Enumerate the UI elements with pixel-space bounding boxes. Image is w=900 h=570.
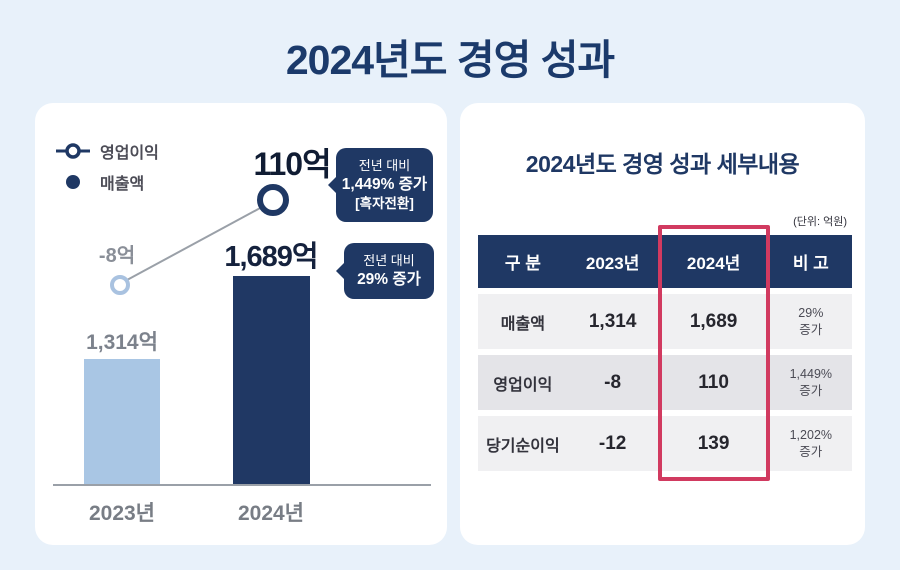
value-2024: 1,689 (689, 310, 738, 332)
bar-2024-revenue (233, 276, 310, 484)
header-2024: 2024년 (686, 254, 741, 273)
legend-label-operating-profit: 영업이익 (100, 145, 159, 162)
table-header-row: 구 분 2023년 2024년 비 고 (478, 235, 852, 288)
value-2023: -8 (604, 371, 622, 393)
value-2023: 1,314 (588, 310, 637, 332)
row-note: 29% 증가 (798, 306, 824, 337)
callout-line: 전년 대비 (363, 253, 415, 268)
x-label-2024: 2024년 (237, 502, 305, 525)
unit-note: (단위: 억원) (793, 216, 847, 228)
legend-label-revenue: 매출액 (100, 176, 145, 193)
table-row: 영업이익 -8 110 1,449% 증가 (478, 355, 852, 410)
row-note: 1,449% 증가 (789, 367, 833, 398)
table-row: 당기순이익 -12 139 1,202% 증가 (478, 416, 852, 471)
value-2024: 139 (697, 432, 730, 454)
page-title: 2024년도 경영 성과 (285, 37, 615, 83)
connector-line (126, 206, 263, 281)
value-2023: -12 (598, 432, 627, 454)
bar-label-2024: 1,689억 (224, 241, 318, 273)
filled-circle-marker-icon (66, 175, 80, 189)
bar-label-2023: 1,314억 (86, 331, 158, 354)
callout-line: [흑자전환] (355, 196, 414, 211)
point-label-2023: -8억 (98, 245, 136, 267)
legend-item-operating-profit: 영업이익 (55, 141, 159, 162)
header-2023: 2023년 (585, 254, 640, 273)
chart-panel: 영업이익 매출액 110억 -8억 1,314억 1,689억 2023년 20… (35, 103, 447, 545)
row-label: 영업이익 (493, 376, 553, 394)
callout-line: 1,449% 증가 (341, 176, 428, 193)
chart-legend: 영업이익 매출액 (55, 141, 159, 203)
callout-line: 29% 증가 (357, 271, 421, 288)
row-label: 매출액 (500, 315, 545, 333)
x-axis-line (53, 484, 431, 486)
x-label-2023: 2023년 (88, 502, 156, 525)
callout-line: 전년 대비 (358, 158, 411, 173)
bar-2023-revenue (84, 359, 160, 484)
point-label-2024: 110억 (253, 146, 331, 182)
legend-item-revenue: 매출액 (55, 172, 159, 193)
callout-revenue: 전년 대비 29% 증가 (344, 243, 434, 299)
header-bigo: 비 고 (792, 254, 829, 273)
detail-panel: 2024년도 경영 성과 세부내용 (단위: 억원) 구 분 2023년 202… (460, 103, 865, 545)
value-2024: 110 (698, 371, 729, 393)
point-2023 (110, 275, 130, 295)
operating-profit-line-series (110, 184, 289, 295)
callout-operating-profit: 전년 대비 1,449% 증가 [흑자전환] (336, 148, 433, 222)
table-row: 매출액 1,314 1,689 29% 증가 (478, 294, 852, 349)
row-note: 1,202% 증가 (789, 428, 833, 459)
detail-table: 구 분 2023년 2024년 비 고 매출액 1,314 1,689 29% … (478, 235, 852, 471)
open-circle-marker-icon (56, 143, 90, 159)
header-gubun: 구 분 (504, 254, 541, 273)
point-2024 (257, 184, 289, 216)
row-label: 당기순이익 (486, 437, 560, 455)
detail-title: 2024년도 경영 성과 세부내용 (525, 151, 800, 177)
